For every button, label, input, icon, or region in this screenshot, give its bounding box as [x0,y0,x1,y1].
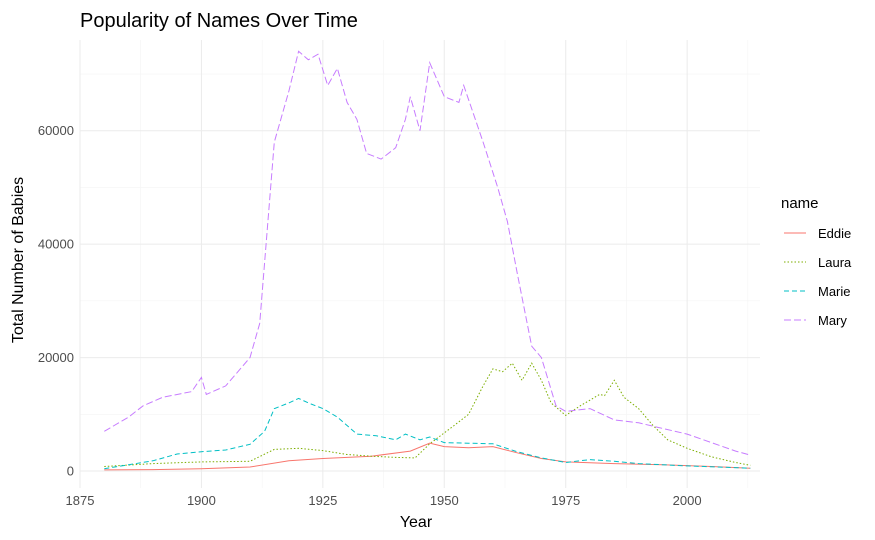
y-axis-title: Total Number of Babies [10,177,27,343]
series-line-mary [104,50,751,456]
series-line-eddie [104,442,751,471]
legend: name Eddie Laura Marie Mary [781,195,852,328]
legend-title: name [781,195,819,212]
legend-label-laura: Laura [818,255,852,270]
x-tick-label: 2000 [673,493,702,508]
grid [79,40,760,488]
x-tick-label: 1950 [430,493,459,508]
series-line-marie [104,397,751,470]
y-tick-label: 40000 [38,237,74,252]
x-tick-label: 1900 [187,493,216,508]
y-tick-label: 0 [67,463,74,478]
series-lines [104,50,751,471]
y-tick-label: 20000 [38,350,74,365]
chart-title: Popularity of Names Over Time [80,10,358,32]
y-axis-ticks: 0 20000 40000 60000 [38,123,74,478]
x-axis-title: Year [400,514,433,531]
x-tick-label: 1875 [66,493,95,508]
x-tick-label: 1925 [308,493,337,508]
legend-label-eddie: Eddie [818,226,851,241]
legend-label-marie: Marie [818,284,851,299]
series-line-laura [104,362,751,467]
legend-label-mary: Mary [818,313,847,328]
y-tick-label: 60000 [38,123,74,138]
x-axis-ticks: 1875 1900 1925 1950 1975 2000 [66,493,702,508]
x-tick-label: 1975 [551,493,580,508]
